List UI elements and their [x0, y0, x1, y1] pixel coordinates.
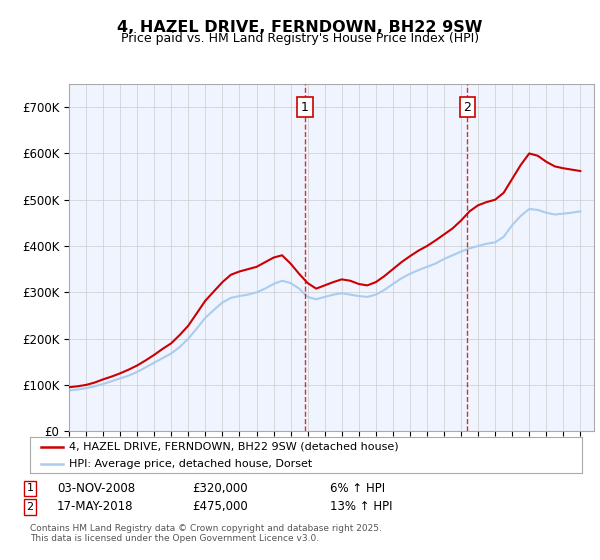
Text: 4, HAZEL DRIVE, FERNDOWN, BH22 9SW (detached house): 4, HAZEL DRIVE, FERNDOWN, BH22 9SW (deta…: [68, 442, 398, 452]
Text: £320,000: £320,000: [192, 482, 248, 495]
Text: 1: 1: [301, 101, 309, 114]
Text: HPI: Average price, detached house, Dorset: HPI: Average price, detached house, Dors…: [68, 459, 312, 469]
Text: 2: 2: [463, 101, 471, 114]
Text: 13% ↑ HPI: 13% ↑ HPI: [330, 500, 392, 514]
Text: Contains HM Land Registry data © Crown copyright and database right 2025.
This d: Contains HM Land Registry data © Crown c…: [30, 524, 382, 543]
Text: 03-NOV-2008: 03-NOV-2008: [57, 482, 135, 495]
Text: £475,000: £475,000: [192, 500, 248, 514]
Text: 1: 1: [26, 483, 34, 493]
Text: 4, HAZEL DRIVE, FERNDOWN, BH22 9SW: 4, HAZEL DRIVE, FERNDOWN, BH22 9SW: [118, 20, 482, 35]
Text: 6% ↑ HPI: 6% ↑ HPI: [330, 482, 385, 495]
Text: 2: 2: [26, 502, 34, 512]
Text: Price paid vs. HM Land Registry's House Price Index (HPI): Price paid vs. HM Land Registry's House …: [121, 32, 479, 45]
Text: 17-MAY-2018: 17-MAY-2018: [57, 500, 133, 514]
